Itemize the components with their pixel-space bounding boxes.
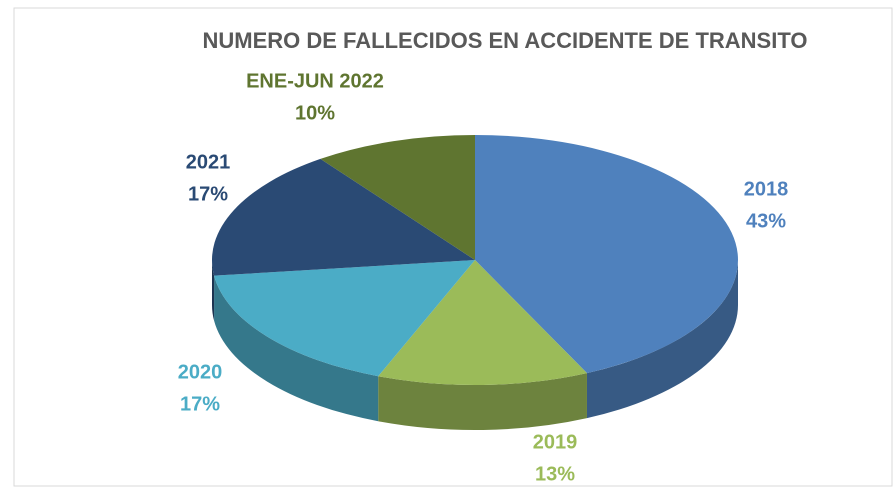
slice-side [378, 373, 587, 431]
slice-label: ENE-JUN 2022 [246, 70, 384, 92]
slice-side [586, 260, 738, 419]
slice [214, 260, 475, 377]
slice-side [212, 260, 215, 321]
slice-value-label: 13% [535, 463, 575, 485]
slice-value-label: 17% [188, 183, 228, 205]
slice-label: 2020 [178, 361, 223, 383]
slice-label: 2021 [186, 151, 231, 173]
slice-label: 2018 [744, 178, 789, 200]
slice-value-label: 10% [295, 102, 335, 124]
slice-value-label: 17% [180, 393, 220, 415]
slice-side [214, 275, 379, 422]
slice-label: 2019 [533, 431, 578, 453]
slice-value-label: 43% [746, 210, 786, 232]
slice [211, 158, 475, 276]
chart-title: NUMERO DE FALLECIDOS EN ACCIDENTE DE TRA… [202, 28, 807, 53]
slice [475, 135, 739, 374]
slice [320, 135, 475, 260]
slice [378, 260, 587, 386]
